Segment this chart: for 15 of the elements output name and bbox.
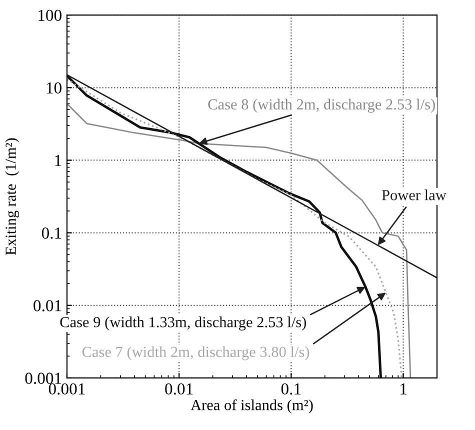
text: Power law	[382, 190, 446, 200]
x-tick-label: 1	[400, 383, 406, 394]
text: Case 9 (width 1.33m, discharge 2.53 l/s)	[60, 316, 306, 330]
y-tick-label: 10	[46, 82, 62, 94]
y-tick-label: 0.001	[25, 372, 62, 384]
text: Case 7 (width 2m, discharge 3.80 l/s)	[82, 346, 310, 360]
y-axis-title: Exiting rate (1/m²)	[5, 138, 20, 255]
x-tick-label: 0.1	[281, 383, 301, 395]
y-tick-label: 1	[55, 155, 62, 166]
y-tick-label: 100	[38, 10, 62, 21]
y-tick-label: 0.1	[42, 228, 62, 239]
x-axis-title: Area of islands (m²)	[190, 399, 313, 414]
x-tick-label: 0.01	[165, 383, 193, 395]
text: Case 8 (width 2m, discharge 2.53 l/s)	[208, 98, 435, 113]
y-tick-label: 0.01	[34, 300, 62, 312]
